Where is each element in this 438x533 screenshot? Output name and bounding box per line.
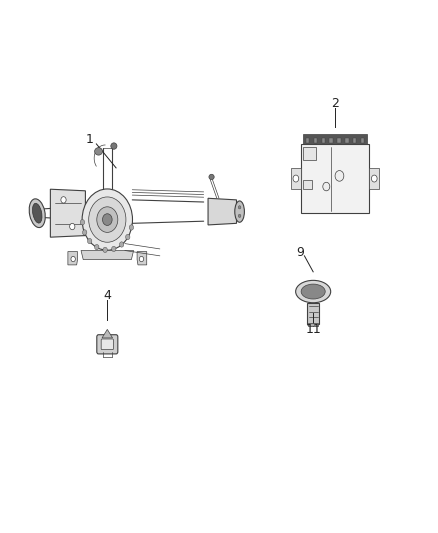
FancyBboxPatch shape: [101, 339, 113, 350]
Bar: [360, 138, 364, 143]
Bar: [345, 138, 349, 143]
Ellipse shape: [238, 214, 241, 217]
Ellipse shape: [238, 206, 241, 209]
Bar: [329, 138, 333, 143]
Ellipse shape: [371, 175, 377, 182]
Ellipse shape: [126, 235, 130, 240]
Ellipse shape: [111, 143, 117, 149]
Ellipse shape: [82, 230, 87, 235]
Ellipse shape: [88, 197, 126, 242]
Ellipse shape: [120, 242, 124, 247]
Text: 9: 9: [296, 246, 304, 259]
Ellipse shape: [32, 203, 42, 223]
Bar: [308, 323, 318, 326]
Ellipse shape: [88, 238, 92, 244]
Ellipse shape: [235, 201, 244, 222]
Bar: [314, 138, 317, 143]
Bar: [303, 147, 316, 160]
Ellipse shape: [61, 197, 66, 203]
Polygon shape: [137, 252, 147, 265]
Ellipse shape: [71, 256, 75, 262]
Ellipse shape: [95, 245, 99, 250]
Polygon shape: [208, 198, 237, 225]
Ellipse shape: [296, 280, 331, 303]
Ellipse shape: [95, 148, 102, 155]
Bar: [291, 168, 301, 189]
Bar: [353, 138, 357, 143]
Bar: [337, 138, 341, 143]
Ellipse shape: [112, 246, 116, 252]
Ellipse shape: [80, 220, 85, 225]
Polygon shape: [102, 329, 113, 338]
Ellipse shape: [29, 199, 45, 228]
Polygon shape: [81, 251, 134, 260]
Text: 4: 4: [103, 289, 111, 302]
Ellipse shape: [293, 175, 299, 182]
Ellipse shape: [103, 247, 107, 253]
Text: 2: 2: [331, 97, 339, 110]
Ellipse shape: [129, 225, 134, 230]
Polygon shape: [68, 252, 78, 265]
Ellipse shape: [82, 189, 132, 250]
Bar: [301, 144, 369, 213]
Bar: [303, 180, 312, 189]
Bar: [369, 168, 378, 189]
Ellipse shape: [323, 182, 330, 191]
Ellipse shape: [301, 284, 325, 299]
Ellipse shape: [102, 214, 112, 225]
Ellipse shape: [209, 174, 214, 180]
Text: 11: 11: [305, 324, 321, 336]
Bar: [306, 138, 309, 143]
Ellipse shape: [139, 256, 144, 262]
Text: 1: 1: [86, 133, 94, 146]
FancyBboxPatch shape: [307, 303, 319, 324]
Ellipse shape: [97, 207, 118, 232]
Ellipse shape: [335, 171, 344, 181]
Polygon shape: [50, 189, 85, 237]
Bar: [303, 134, 367, 144]
Ellipse shape: [70, 223, 75, 230]
FancyBboxPatch shape: [97, 335, 118, 354]
Bar: [321, 138, 325, 143]
